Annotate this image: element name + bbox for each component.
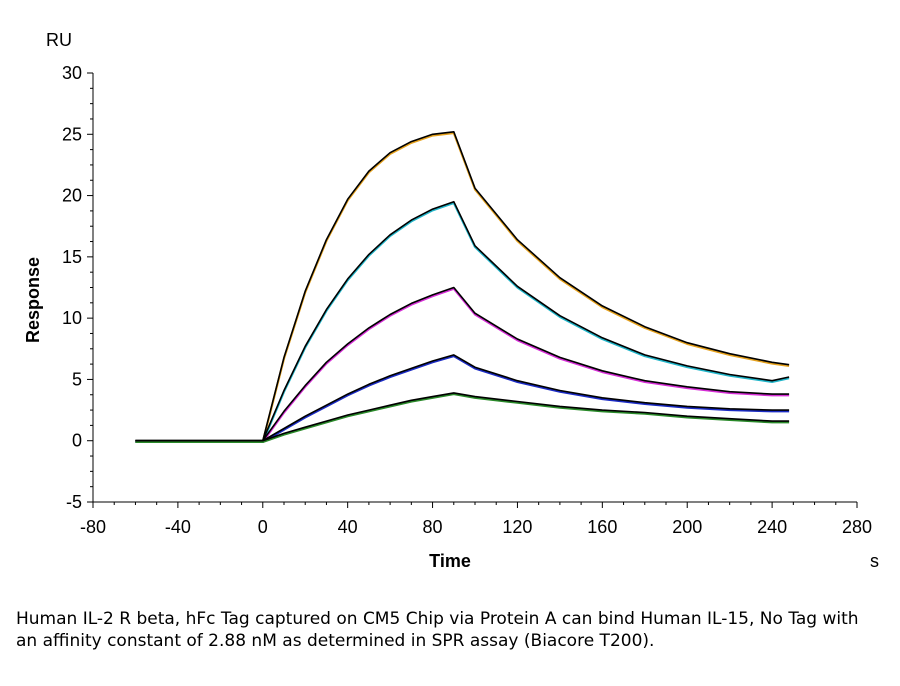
x-tick-label: 120 (502, 517, 532, 537)
x-tick-label: 240 (757, 517, 787, 537)
series-line-fit-5 (135, 392, 790, 442)
axes (92, 73, 857, 503)
y-tick-label: 30 (62, 63, 82, 83)
y-tick-label: 20 (62, 186, 82, 206)
series-group (135, 131, 790, 443)
series-line-measured-3 (135, 287, 790, 443)
series-line-measured-5 (135, 393, 790, 443)
y-unit-label: RU (46, 30, 72, 50)
x-tick-label: 200 (672, 517, 702, 537)
x-tick-label: 280 (842, 517, 872, 537)
y-tick-label: 15 (62, 247, 82, 267)
y-tick-label: 10 (62, 308, 82, 328)
x-axis-title: Time (429, 551, 471, 571)
y-tick-label: 5 (72, 369, 82, 389)
spr-sensorgram-chart: RU s Time Response -5 0 5 10 15 20 25 30 -80 -40… (23, 30, 879, 571)
series-line-measured-4 (135, 355, 790, 443)
y-axis-title: Response (23, 257, 43, 343)
x-tick-label: 80 (423, 517, 443, 537)
x-tick-label: -40 (165, 517, 191, 537)
series-line-fit-4 (135, 354, 790, 442)
series-line-fit-3 (135, 286, 790, 442)
figure-caption: Human IL-2 R beta, hFc Tag captured on C… (16, 609, 859, 651)
y-tick-group: -5 0 5 10 15 20 25 30 (62, 63, 93, 512)
y-tick-label: -5 (66, 492, 82, 512)
x-tick-label: 40 (338, 517, 358, 537)
series-line-fit-2 (135, 200, 790, 442)
series-line-fit-1 (135, 131, 790, 442)
x-tick-label: 160 (587, 517, 617, 537)
x-unit-label: s (870, 551, 879, 571)
x-tick-label: -80 (80, 517, 106, 537)
x-tick-label: 0 (258, 517, 268, 537)
y-tick-label: 25 (62, 124, 82, 144)
x-tick-group: -80 -40 0 40 80 120 160 200 240 280 (80, 502, 872, 537)
y-tick-label: 0 (72, 431, 82, 451)
